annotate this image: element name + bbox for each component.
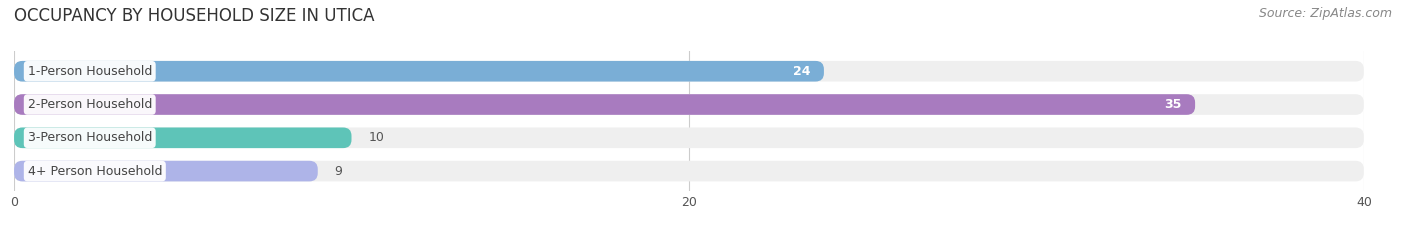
Text: 10: 10 (368, 131, 384, 144)
Text: 2-Person Household: 2-Person Household (28, 98, 152, 111)
FancyBboxPatch shape (14, 161, 318, 182)
Text: Source: ZipAtlas.com: Source: ZipAtlas.com (1258, 7, 1392, 20)
Text: 9: 9 (335, 164, 343, 178)
FancyBboxPatch shape (14, 127, 352, 148)
Text: OCCUPANCY BY HOUSEHOLD SIZE IN UTICA: OCCUPANCY BY HOUSEHOLD SIZE IN UTICA (14, 7, 374, 25)
FancyBboxPatch shape (14, 161, 1364, 182)
FancyBboxPatch shape (14, 61, 824, 82)
FancyBboxPatch shape (14, 61, 1364, 82)
Text: 3-Person Household: 3-Person Household (28, 131, 152, 144)
Text: 1-Person Household: 1-Person Household (28, 65, 152, 78)
FancyBboxPatch shape (14, 94, 1364, 115)
FancyBboxPatch shape (14, 94, 1195, 115)
Text: 35: 35 (1164, 98, 1181, 111)
FancyBboxPatch shape (14, 127, 1364, 148)
Text: 24: 24 (793, 65, 810, 78)
Text: 4+ Person Household: 4+ Person Household (28, 164, 162, 178)
